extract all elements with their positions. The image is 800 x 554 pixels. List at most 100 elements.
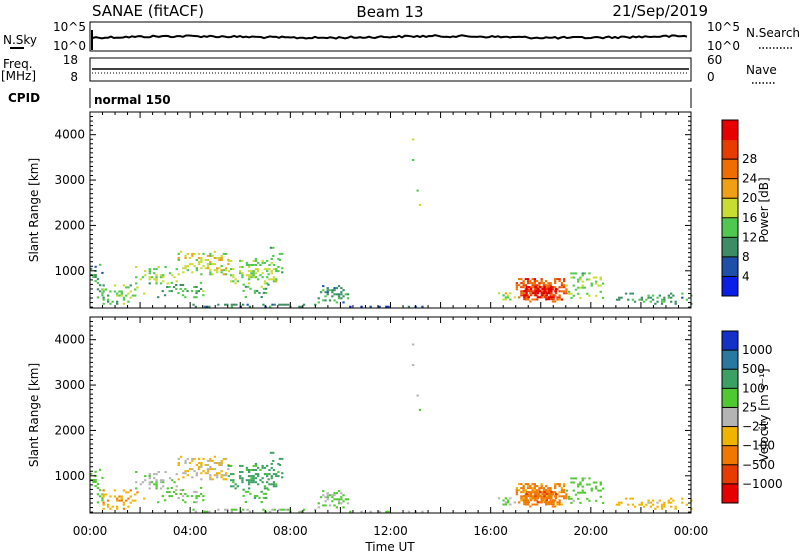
power-cell [518,284,521,287]
velocity-cell [515,487,518,490]
velocity-colorbar-band [722,369,738,389]
velocity-cell [248,471,251,473]
power-colorbar-band [722,256,738,277]
velocity-cell [331,496,334,499]
power-cell [173,276,176,279]
velocity-cell [265,492,268,495]
power-cell [531,286,534,289]
velocity-cell [529,487,532,490]
velocity-cell [232,481,235,484]
power-cell [554,280,557,283]
velocity-cell [545,485,548,488]
velocity-cell [618,503,621,506]
power-scatter-cells [90,138,693,308]
power-cell [218,257,221,259]
power-cell [529,286,532,289]
velocity-cell [538,493,541,496]
power-cell [224,303,227,306]
power-cell [190,290,194,293]
power-cell [520,290,523,293]
power-cell [195,259,198,261]
velocity-cell [181,495,185,498]
velocity-cell [134,493,137,496]
power-cell [554,300,557,303]
velocity-cell [548,503,551,506]
velocity-cell [222,457,225,460]
power-cell [269,305,272,308]
power-colorbar-tick-label: 4 [742,269,750,283]
velocity-cell [218,464,221,466]
power-cell [540,286,543,289]
velocity-cell [540,491,543,494]
velocity-cell [277,475,280,478]
power-cell [225,269,228,272]
velocity-cell [125,499,128,502]
power-cell [538,288,541,291]
velocity-cell [197,457,201,460]
velocity-colorbar-band [722,388,738,408]
power-cell [346,297,350,300]
velocity-cell [206,464,210,466]
power-cell [568,292,571,295]
velocity-cell [502,503,505,506]
power-cell [531,284,534,287]
velocity-cell [245,469,249,471]
velocity-cell [599,483,602,486]
velocity-cell [554,483,557,486]
power-cell [181,294,185,297]
power-cell [579,296,582,299]
velocity-cell [209,478,212,481]
velocity-cell [270,462,273,465]
power-cell [153,278,156,281]
velocity-cell [202,495,205,498]
time-axis-label: Time UT [364,540,415,554]
velocity-cell [211,478,214,481]
power-cell [548,292,551,295]
velocity-cell [184,462,187,464]
power-cell [534,292,537,295]
time-tick-label: 04:00 [173,524,208,538]
power-cell [211,254,214,257]
velocity-cell [540,483,543,486]
power-cell [412,138,415,141]
velocity-cell [102,507,105,510]
power-cell [171,274,174,277]
power-cell [574,272,578,275]
power-cell [536,280,539,283]
velocity-cell [197,466,201,468]
power-cell [281,267,284,270]
velocity-cell [577,485,580,488]
power-cell [579,276,582,279]
velocity-colorbar-band [722,445,738,466]
velocity-cell [135,471,138,473]
power-cell [572,294,575,297]
velocity-cell [558,495,561,498]
velocity-cell [595,485,598,488]
power-cell [556,298,559,301]
velocity-cell [230,473,233,476]
power-y-tick-label: 3000 [54,173,85,187]
power-cell [572,276,575,279]
power-cell [90,267,93,270]
power-cell [577,286,580,289]
velocity-cell [536,485,539,488]
power-cell [195,267,198,270]
velocity-cell [527,499,530,502]
power-cell [563,290,566,293]
power-cell [518,278,521,281]
velocity-cell [267,478,270,481]
power-cell [523,298,526,301]
velocity-cell [340,502,343,505]
velocity-cell [536,499,539,502]
power-cell [148,276,151,279]
power-cell [601,296,605,299]
power-cell [193,252,196,255]
power-cell [230,303,233,306]
velocity-cell [209,457,212,460]
velocity-cell [556,483,559,486]
velocity-cell [101,497,104,500]
velocity-cell [208,510,211,513]
power-cell [102,290,105,293]
power-cell [536,292,539,295]
power-cell [536,284,539,287]
